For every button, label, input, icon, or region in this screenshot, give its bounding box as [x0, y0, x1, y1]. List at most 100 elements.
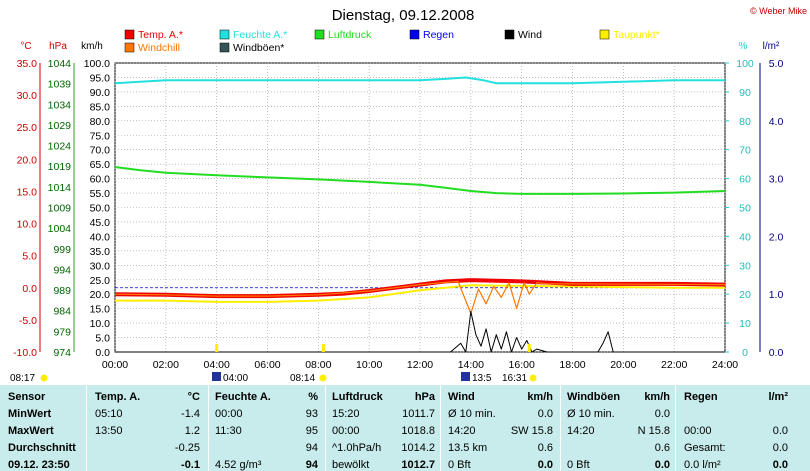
- header-gust-unit: km/h: [644, 391, 670, 403]
- legend-label-4: Wind: [518, 29, 542, 41]
- pressure-tick: 1009: [48, 203, 72, 215]
- gust-info: 0 Bft: [567, 459, 590, 471]
- temp-tick: 5.0: [22, 251, 37, 263]
- humidity-value: 93: [305, 408, 318, 420]
- legend-swatch-6: [124, 42, 135, 53]
- humidity-tick: 50: [739, 203, 751, 215]
- wind-tick: 40.0: [90, 231, 111, 243]
- pressure-tick: 984: [53, 306, 71, 318]
- legend-swatch-7: [219, 42, 230, 53]
- legend-swatch-3: [409, 29, 420, 40]
- header-rain: Regen: [684, 391, 718, 403]
- pressure-tick: 994: [53, 264, 71, 276]
- statistics-panel: Sensor Temp. A. °C Feuchte A.% Luftdruck hPa W…: [0, 385, 810, 471]
- humidity-tick: 90: [739, 87, 751, 99]
- header-humidity-unit: %: [308, 391, 318, 403]
- wind-tick: 45.0: [90, 217, 111, 229]
- wind-value: 0.6: [537, 442, 553, 454]
- event-marker: [215, 344, 219, 352]
- pressure-axis-unit: hPa: [49, 41, 67, 52]
- rain-tick: 5.0: [769, 58, 784, 70]
- pressure-tick: 974: [53, 347, 71, 359]
- legend-swatch-5: [599, 29, 610, 40]
- humidity-value: 94: [305, 459, 318, 471]
- pressure-tick: 1019: [48, 161, 72, 173]
- legend-swatch-2: [314, 29, 325, 40]
- rain-info: 0.0 l/m²: [684, 459, 721, 471]
- series-line-1: [114, 76, 725, 85]
- time-tick: 18:00: [559, 359, 585, 371]
- pressure-time: 15:20: [332, 408, 360, 420]
- sunset-time: 16:31: [502, 373, 527, 384]
- legend-swatch-0: [124, 29, 135, 40]
- temp-value: 1.2: [184, 425, 200, 437]
- temp-value: -0.1: [181, 459, 200, 471]
- temp-time: 13:50: [95, 425, 123, 437]
- rain-tick: 4.0: [769, 116, 784, 128]
- pressure-tick: 989: [53, 285, 71, 297]
- header-wind-unit: km/h: [527, 391, 553, 403]
- legend-swatch-4: [504, 29, 515, 40]
- legend-label-0: Temp. A.*: [138, 29, 183, 41]
- gust-value: 0.0: [654, 459, 670, 471]
- pressure-time: bewölkt: [332, 459, 370, 471]
- time-tick: 12:00: [407, 359, 433, 371]
- temp-tick: 20.0: [17, 154, 38, 166]
- humidity-tick: 10: [739, 318, 751, 330]
- wind-tick: 55.0: [90, 188, 111, 200]
- rain-value: 0.0: [772, 425, 788, 437]
- temp-axis-unit: °C: [20, 41, 31, 52]
- row-label: MaxWert: [8, 425, 54, 437]
- rain-value: 0.0: [772, 442, 788, 454]
- pressure-tick: 1014: [48, 182, 72, 194]
- series-line-2: [114, 166, 726, 195]
- humidity-tick: 80: [739, 116, 751, 128]
- rain-tick: 0.0: [769, 347, 784, 359]
- wind-tick: 65.0: [90, 159, 111, 171]
- column-separator: [208, 385, 209, 471]
- humidity-axis-unit: %: [739, 41, 748, 52]
- series-line-5: [115, 311, 725, 353]
- header-rain-unit: l/m²: [768, 391, 788, 403]
- humidity-tick: 30: [739, 260, 751, 272]
- wind-value: 0.0: [537, 408, 553, 420]
- rain-tick: 2.0: [769, 231, 784, 243]
- wind-tick: 95.0: [90, 72, 111, 84]
- rain-axis-unit: l/m²: [763, 41, 780, 52]
- pressure-tick: 1034: [48, 99, 72, 111]
- humidity-tick: 20: [739, 289, 751, 301]
- wind-tick: 60.0: [90, 174, 111, 186]
- header-temp-unit: °C: [187, 391, 200, 403]
- legend-label-3: Regen: [423, 29, 454, 41]
- temp-tick: -5.0: [19, 315, 37, 327]
- humidity-time: 00:00: [215, 408, 243, 420]
- header-sensor: Sensor: [8, 391, 46, 403]
- time-tick: 00:00: [102, 359, 128, 371]
- temp-value: -0.25: [174, 442, 200, 454]
- temp-tick: 10.0: [17, 219, 38, 231]
- sunrise-icon: [40, 374, 48, 382]
- wind-direction: SW 15.8: [510, 425, 553, 437]
- moonrise2-time: 08:14: [290, 373, 315, 384]
- pressure-value: 1011.7: [402, 408, 435, 420]
- rain-value: 0.0: [772, 459, 788, 471]
- wind-tick: 25.0: [90, 275, 111, 287]
- time-tick: 16:00: [509, 359, 535, 371]
- event-marker: [527, 344, 531, 352]
- header-humidity: Feuchte A.: [215, 391, 271, 403]
- wind-info: 14:20: [448, 425, 476, 437]
- pressure-time: 00:00: [332, 425, 360, 437]
- header-gust: Windböen: [567, 391, 621, 403]
- event-marker: [321, 344, 325, 352]
- rain-tick: 1.0: [769, 289, 784, 301]
- gust-direction: N 15.8: [637, 425, 670, 437]
- row-label: MinWert: [8, 408, 52, 420]
- legend-label-1: Feuchte A.*: [233, 29, 287, 41]
- humidity-tick: 40: [739, 231, 751, 243]
- gust-info: Ø 10 min.: [567, 408, 615, 420]
- wind-tick: 75.0: [90, 130, 111, 142]
- sunset-icon: [529, 374, 537, 382]
- wind-tick: 0.0: [95, 347, 110, 359]
- gust-value: 0.0: [654, 408, 670, 420]
- copyright-note: © Weber Mike: [750, 6, 807, 16]
